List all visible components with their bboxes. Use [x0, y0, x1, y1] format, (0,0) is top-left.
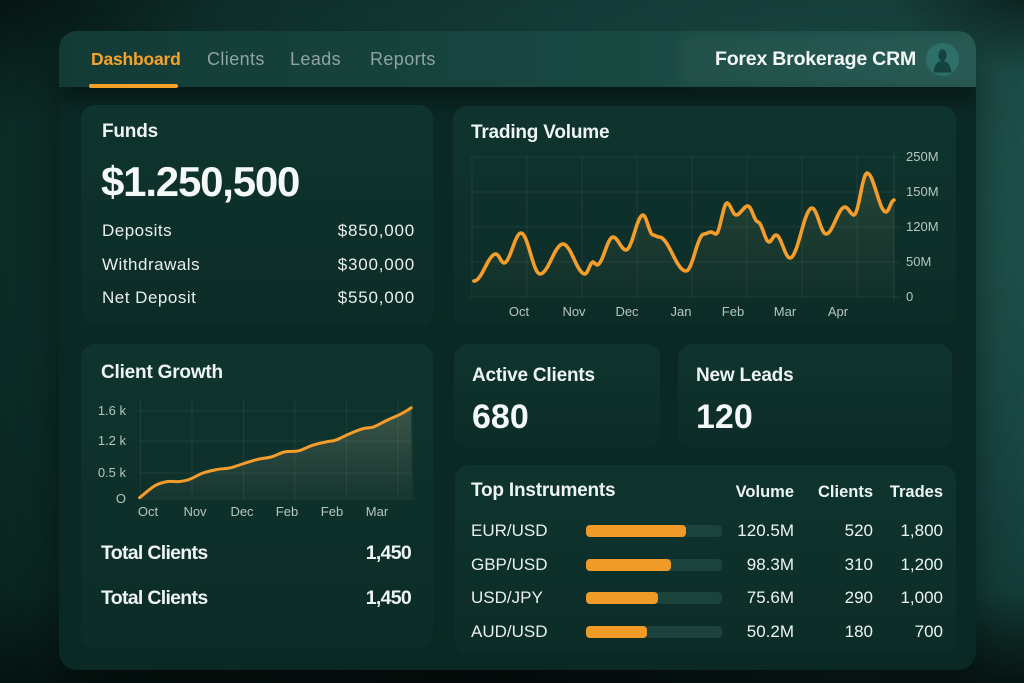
- svg-text:50M: 50M: [906, 254, 931, 269]
- svg-text:Feb: Feb: [276, 504, 298, 519]
- svg-text:Apr: Apr: [828, 304, 849, 319]
- svg-text:Mar: Mar: [774, 304, 797, 319]
- svg-text:Dec: Dec: [615, 304, 639, 319]
- svg-text:Feb: Feb: [722, 304, 744, 319]
- svg-text:Feb: Feb: [321, 504, 343, 519]
- svg-text:Oct: Oct: [138, 504, 159, 519]
- svg-text:0: 0: [906, 289, 913, 304]
- svg-text:Dec: Dec: [230, 504, 254, 519]
- svg-text:150M: 150M: [906, 184, 939, 199]
- svg-text:Nov: Nov: [183, 504, 207, 519]
- svg-text:250M: 250M: [906, 149, 939, 164]
- svg-text:120M: 120M: [906, 219, 939, 234]
- svg-text:Nov: Nov: [562, 304, 586, 319]
- svg-text:Mar: Mar: [366, 504, 389, 519]
- svg-text:0.5 k: 0.5 k: [98, 465, 127, 480]
- svg-text:1.6 k: 1.6 k: [98, 403, 127, 418]
- svg-text:O: O: [116, 491, 126, 506]
- svg-text:1.2 k: 1.2 k: [98, 433, 127, 448]
- svg-text:Jan: Jan: [671, 304, 692, 319]
- svg-text:Oct: Oct: [509, 304, 530, 319]
